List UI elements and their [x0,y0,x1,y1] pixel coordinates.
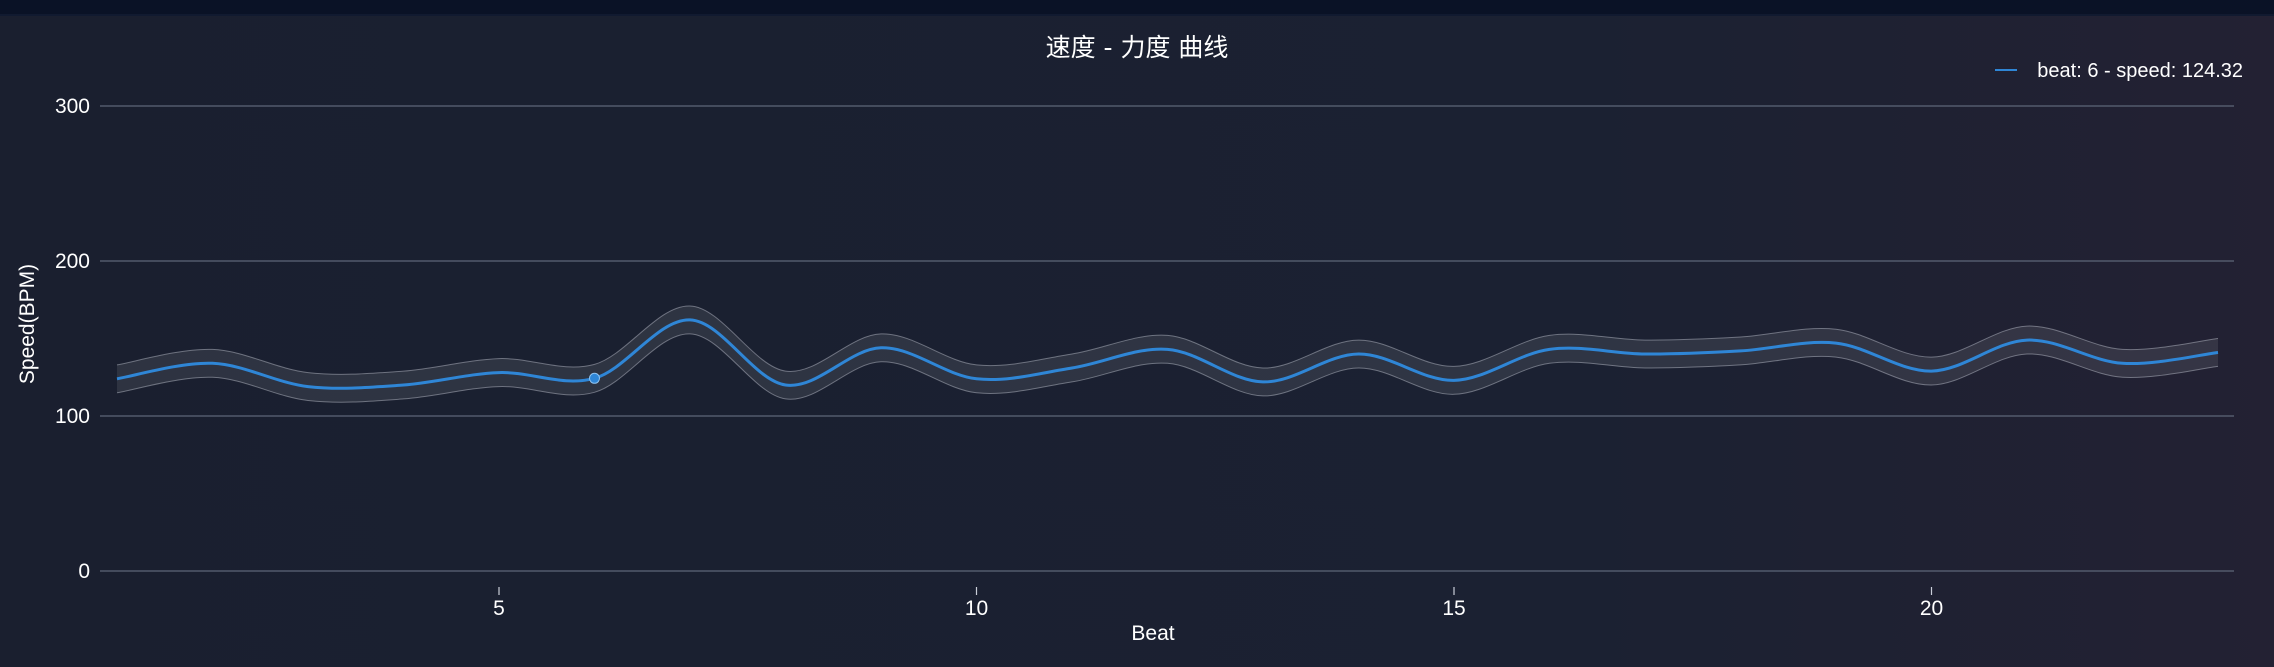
y-axis-label: Speed(BPM) [16,264,39,384]
axis-tick-layer: 0 100 200 300 5 10 15 20 [55,95,1943,620]
highlight-point[interactable] [589,372,600,384]
x-tick-label: 5 [493,597,505,620]
x-axis-label: Beat [1131,622,1174,645]
series-line [116,318,2219,390]
y-tick-label: 0 [78,560,90,583]
x-tick-label: 10 [965,597,988,620]
grid-layer [100,105,2234,572]
band-upper-edge [116,305,2219,375]
y-tick-label: 100 [55,405,90,428]
chart-title: 速度 - 力度 曲线 [1046,33,1229,62]
legend[interactable]: beat: 6 - speed: 124.32 [1995,60,2243,82]
y-tick-label: 200 [55,250,90,273]
window-top-strip [0,0,2274,16]
x-tick-label: 15 [1442,597,1465,620]
confidence-band-layer [116,305,2219,403]
confidence-band [117,305,2218,403]
x-tick-label: 20 [1920,597,1943,620]
series-line-layer [116,318,2219,390]
y-tick-label: 300 [55,95,90,118]
band-lower-edge [116,333,2219,403]
legend-label: beat: 6 - speed: 124.32 [2037,60,2243,82]
